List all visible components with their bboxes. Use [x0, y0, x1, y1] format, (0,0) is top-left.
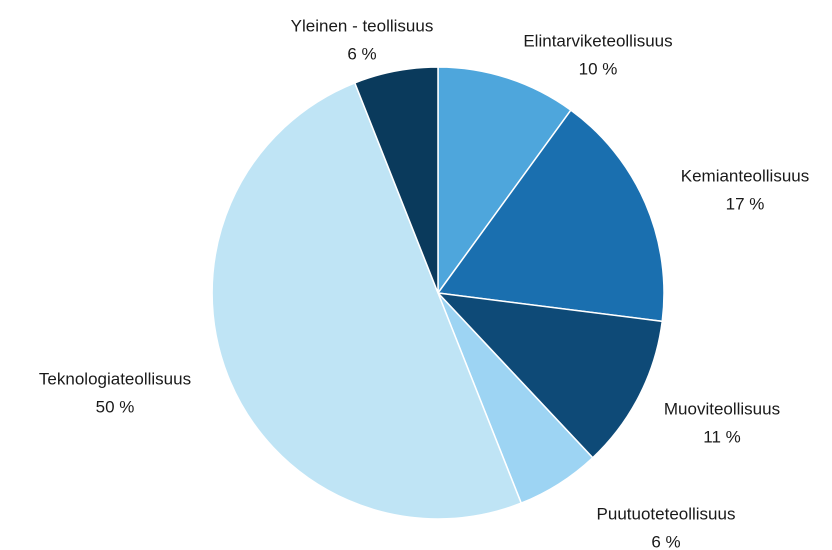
slice-label: Yleinen - teollisuus	[291, 16, 434, 35]
pie-slice	[353, 66, 439, 294]
slice-label: Kemianteollisuus	[681, 166, 810, 185]
pie-slice	[436, 291, 664, 459]
pie-slice	[437, 66, 572, 296]
slice-value-label: 50 %	[96, 397, 135, 416]
slice-value-label: 6 %	[347, 44, 376, 63]
slice-label: Puutuoteteollisuus	[597, 504, 736, 523]
slice-value-label: 17 %	[726, 194, 765, 213]
slice-value-label: 10 %	[579, 59, 618, 78]
slice-label: Elintarviketeollisuus	[523, 31, 672, 50]
slice-value-label: 11 %	[703, 427, 741, 446]
slice-value-label: 6 %	[651, 532, 680, 550]
slice-label: Muoviteollisuus	[664, 399, 780, 418]
slice-label: Teknologiateollisuus	[39, 369, 191, 388]
pie-slice	[436, 109, 665, 323]
pie-slice	[211, 81, 523, 520]
